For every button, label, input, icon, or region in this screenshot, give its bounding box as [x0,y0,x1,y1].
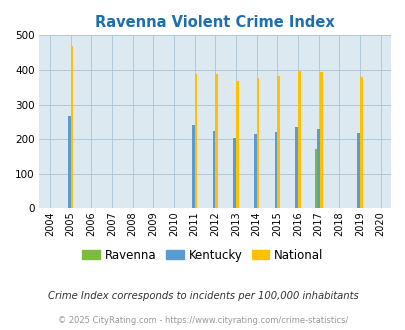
Text: © 2025 CityRating.com - https://www.cityrating.com/crime-statistics/: © 2025 CityRating.com - https://www.city… [58,316,347,325]
Bar [297,71,300,208]
Bar [294,127,297,208]
Bar [356,133,359,208]
Bar [192,125,194,208]
Bar [194,75,197,208]
Bar [235,81,238,208]
Bar [359,77,362,208]
Bar [274,132,277,208]
Bar [253,134,256,208]
Bar [68,116,70,208]
Legend: Ravenna, Kentucky, National: Ravenna, Kentucky, National [78,244,327,266]
Bar [256,78,259,208]
Bar [316,129,319,208]
Bar [215,75,217,208]
Bar [212,131,215,208]
Bar [314,149,316,208]
Bar [319,72,322,208]
Bar [232,138,235,208]
Bar [277,76,279,208]
Title: Ravenna Violent Crime Index: Ravenna Violent Crime Index [95,15,334,30]
Text: Crime Index corresponds to incidents per 100,000 inhabitants: Crime Index corresponds to incidents per… [47,291,358,301]
Bar [70,46,73,208]
